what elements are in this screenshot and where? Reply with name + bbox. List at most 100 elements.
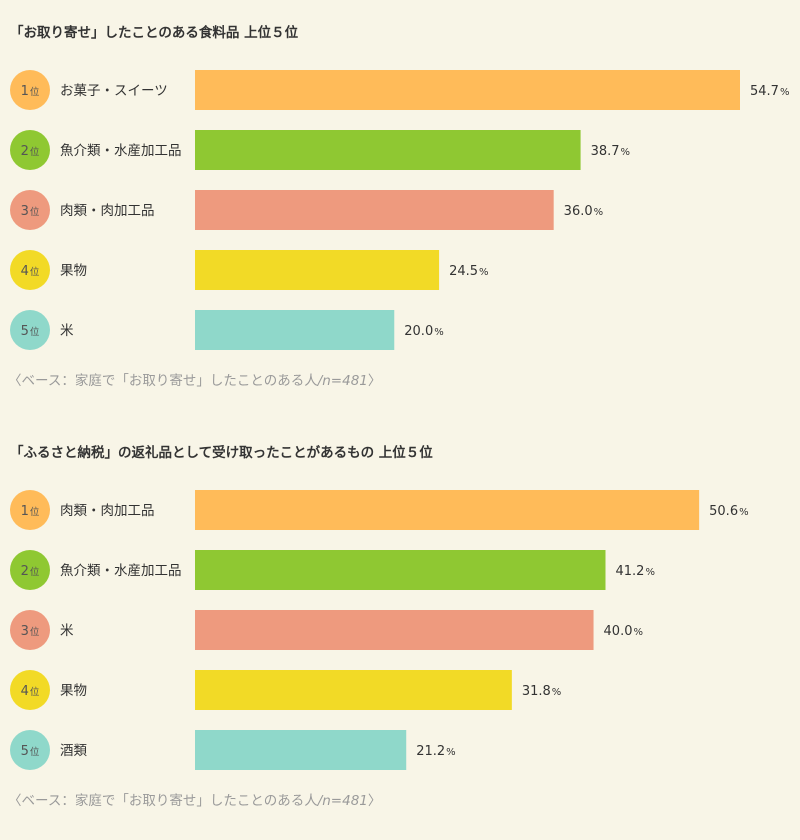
value-unit: % — [780, 87, 790, 98]
category-label: 果物 — [60, 683, 87, 699]
rank-badge — [10, 310, 50, 350]
rank-label: 3位 — [21, 204, 40, 219]
value-label: 24.5% — [449, 264, 488, 279]
rank-suffix: 位 — [30, 746, 40, 758]
category-label: お菓子・スイーツ — [60, 83, 168, 99]
category-label: 肉類・肉加工品 — [60, 203, 155, 219]
category-label: 肉類・肉加工品 — [60, 503, 155, 519]
rank-label: 2位 — [21, 564, 40, 579]
value-unit: % — [446, 747, 456, 758]
value-number: 21.2 — [416, 744, 445, 759]
value-number: 38.7 — [591, 144, 620, 159]
base-note-n: /n=481 — [317, 793, 368, 809]
rank-badge — [10, 190, 50, 230]
value-label: 38.7% — [591, 144, 630, 159]
rank-number: 5 — [21, 324, 29, 339]
bar — [195, 190, 554, 230]
rank-badge — [10, 250, 50, 290]
category-label: 果物 — [60, 263, 87, 279]
base-note-prefix: 〈ベース：家庭で「お取り寄せ」したことのある人 — [8, 793, 318, 809]
rank-badge — [10, 550, 50, 590]
value-number: 36.0 — [564, 204, 593, 219]
bar — [195, 70, 740, 110]
value-number: 31.8 — [522, 684, 551, 699]
value-number: 41.2 — [615, 564, 644, 579]
value-unit: % — [633, 627, 643, 638]
value-unit: % — [621, 147, 631, 158]
rank-label: 1位 — [21, 504, 40, 519]
base-note-n: /n=481 — [317, 373, 368, 389]
rank-number: 4 — [21, 684, 29, 699]
rank-suffix: 位 — [30, 686, 40, 698]
chart-title: 「お取り寄せ」したことのある食料品 上位５位 — [10, 25, 299, 41]
rank-badge — [10, 610, 50, 650]
rank-badge — [10, 70, 50, 110]
base-note: 〈ベース：家庭で「お取り寄せ」したことのある人/n=481〉 — [8, 369, 381, 389]
value-label: 40.0% — [604, 624, 643, 639]
rank-number: 1 — [21, 504, 29, 519]
value-unit: % — [739, 507, 749, 518]
value-label: 20.0% — [404, 324, 443, 339]
rank-label: 1位 — [21, 84, 40, 99]
base-note-prefix: 〈ベース：家庭で「お取り寄せ」したことのある人 — [8, 373, 318, 389]
rank-suffix: 位 — [30, 506, 40, 518]
rank-suffix: 位 — [30, 566, 40, 578]
rank-number: 1 — [21, 84, 29, 99]
rank-suffix: 位 — [30, 626, 40, 638]
value-label: 31.8% — [522, 684, 561, 699]
value-number: 40.0 — [604, 624, 633, 639]
category-label: 米 — [60, 623, 74, 639]
rank-number: 4 — [21, 264, 29, 279]
rank-number: 2 — [21, 144, 29, 159]
value-label: 36.0% — [564, 204, 603, 219]
bar-chart: 1位 肉類・肉加工品 50.6%2位 魚介類・水産加工品 41.2%3位米 40.0%4位… — [10, 490, 749, 770]
rank-number: 3 — [21, 624, 29, 639]
value-unit: % — [434, 327, 444, 338]
rank-suffix: 位 — [30, 266, 40, 278]
value-label: 50.6% — [709, 504, 748, 519]
bar — [195, 490, 700, 530]
chart-title: 「ふるさと納税」の返礼品として受け取ったことがあるもの 上位５位 — [10, 445, 433, 461]
bar — [195, 250, 440, 290]
rank-number: 2 — [21, 564, 29, 579]
bar — [195, 130, 581, 170]
category-label: 魚介類・水産加工品 — [60, 563, 182, 579]
rank-label: 4位 — [21, 264, 40, 279]
rank-label: 2位 — [21, 144, 40, 159]
bar-chart: 1位 お菓子・スイーツ 54.7%2位 魚介類・水産加工品 38.7%3位 肉類・肉加工品… — [10, 70, 789, 350]
category-label: 酒類 — [60, 743, 87, 759]
rank-suffix: 位 — [30, 86, 40, 98]
value-unit: % — [479, 267, 489, 278]
value-label: 21.2% — [416, 744, 455, 759]
category-label: 米 — [60, 323, 74, 339]
bar — [195, 310, 395, 350]
value-unit: % — [594, 207, 604, 218]
rank-suffix: 位 — [30, 206, 40, 218]
rank-label: 5位 — [21, 324, 40, 339]
value-number: 50.6 — [709, 504, 738, 519]
rank-number: 3 — [21, 204, 29, 219]
base-note-suffix: 〉 — [367, 793, 382, 809]
bar — [195, 610, 594, 650]
rank-badge — [10, 670, 50, 710]
bar — [195, 670, 512, 710]
chart-section-otoriyose: 「お取り寄せ」したことのある食料品 上位５位 1位 お菓子・スイーツ 54.7% 2位… — [8, 25, 789, 389]
value-label: 41.2% — [615, 564, 654, 579]
base-note-suffix: 〉 — [367, 373, 382, 389]
value-number: 24.5 — [449, 264, 478, 279]
rank-badge — [10, 130, 50, 170]
value-number: 54.7 — [750, 84, 779, 99]
bar — [195, 550, 606, 590]
rank-label: 5位 — [21, 744, 40, 759]
value-number: 20.0 — [404, 324, 433, 339]
rank-suffix: 位 — [30, 326, 40, 338]
bar — [195, 730, 407, 770]
value-unit: % — [645, 567, 655, 578]
rank-label: 3位 — [21, 624, 40, 639]
rank-badge — [10, 730, 50, 770]
base-note: 〈ベース：家庭で「お取り寄せ」したことのある人/n=481〉 — [8, 789, 381, 809]
rank-number: 5 — [21, 744, 29, 759]
chart-section-furusato: 「ふるさと納税」の返礼品として受け取ったことがあるもの 上位５位 1位 肉類・肉加… — [0, 420, 800, 840]
rank-badge — [10, 490, 50, 530]
value-label: 54.7% — [750, 84, 789, 99]
